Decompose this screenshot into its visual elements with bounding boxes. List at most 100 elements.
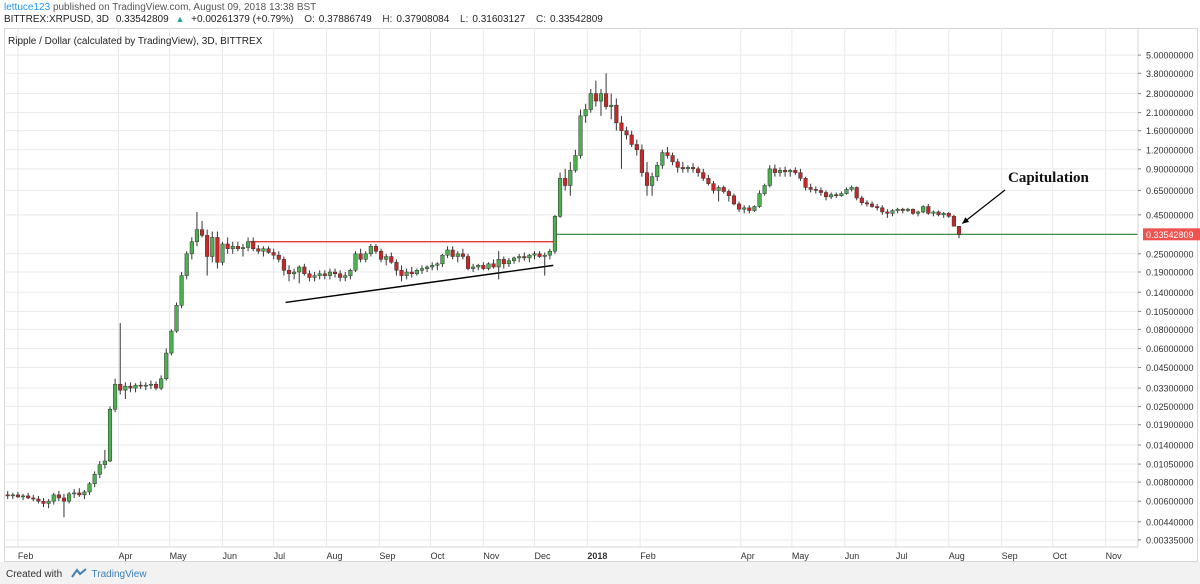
candle-body: [598, 93, 604, 102]
y-tick-label: 0.03300000: [1146, 384, 1194, 394]
candle-body: [634, 144, 639, 151]
candle-body: [726, 191, 731, 196]
y-tick-label: 0.90000000: [1146, 164, 1194, 174]
candle-body: [174, 305, 179, 332]
candle: [61, 493, 67, 518]
candle-body: [440, 254, 445, 265]
candle-body: [61, 497, 67, 502]
candle: [379, 248, 384, 263]
candle: [757, 190, 762, 208]
y-tick-label: 5.00000000: [1146, 51, 1194, 61]
author-link[interactable]: lettuce123: [4, 2, 51, 13]
candle: [348, 268, 353, 280]
candle-body: [956, 225, 962, 235]
candle: [798, 168, 803, 181]
candle-body: [414, 270, 419, 275]
drawing-layer: [249, 233, 1138, 304]
candle: [215, 231, 220, 269]
candle-body: [225, 243, 230, 249]
candle-body: [46, 500, 51, 504]
candle-body: [343, 275, 348, 278]
candle: [849, 185, 854, 192]
candle: [373, 243, 378, 254]
candle: [532, 251, 537, 260]
candle: [731, 193, 737, 206]
candle-body: [808, 187, 813, 190]
candle-body: [123, 385, 128, 391]
candle-body: [10, 494, 15, 497]
candle: [425, 265, 430, 273]
candle-body: [409, 271, 414, 275]
candle-body: [834, 194, 839, 196]
candle: [332, 268, 338, 278]
candle: [210, 231, 215, 263]
x-tick-label: Dec: [534, 551, 551, 561]
candle: [205, 229, 210, 276]
candle: [164, 348, 169, 381]
x-tick-label: Oct: [1053, 551, 1068, 561]
candle: [604, 73, 609, 110]
candle-body: [460, 253, 465, 257]
candle-body: [72, 492, 77, 495]
candle-body: [665, 152, 670, 156]
candle-body: [875, 206, 880, 209]
candle: [327, 268, 332, 280]
candle-body: [404, 271, 409, 276]
candle-body: [302, 266, 307, 275]
candle: [5, 490, 10, 500]
candle-body: [97, 464, 102, 475]
candle-body: [905, 208, 910, 211]
candle-body: [133, 384, 138, 389]
candle: [573, 149, 578, 173]
candle-layer: [5, 73, 962, 518]
candle: [823, 190, 829, 201]
candle-body: [614, 104, 619, 124]
y-tick-label: 0.25000000: [1146, 249, 1194, 259]
close-value: C: 0.33542809: [536, 14, 603, 25]
candle-body: [578, 115, 583, 156]
candle: [834, 192, 839, 198]
candle: [353, 251, 358, 273]
candle-body: [102, 460, 107, 465]
candle-body: [558, 178, 563, 217]
candle-body: [921, 206, 926, 213]
candle: [343, 272, 348, 282]
candle-body: [368, 246, 373, 255]
candle-body: [41, 500, 46, 504]
candle: [118, 323, 123, 395]
candle: [235, 241, 240, 252]
candle-body: [916, 211, 921, 214]
x-tick-label: Sep: [379, 551, 395, 561]
candle: [813, 186, 818, 194]
candle: [742, 205, 747, 214]
candle: [946, 211, 951, 218]
candle-body: [926, 206, 931, 214]
candle-body: [465, 256, 471, 269]
candle: [639, 144, 644, 177]
candle: [762, 183, 767, 196]
candle: [414, 268, 419, 276]
candle: [460, 248, 465, 260]
candle-body: [716, 187, 721, 191]
last-price: 0.33542809: [115, 14, 169, 25]
candle: [143, 382, 148, 391]
price-chart[interactable]: 5.00000000 3.80000000 2.80000000 2.10000000…: [0, 0, 1200, 562]
candle: [496, 251, 501, 280]
x-tick-label: Apr: [119, 551, 133, 561]
symbol-label: BITTREX:XRPUSD, 3D: [4, 14, 110, 25]
candle-body: [235, 246, 240, 249]
x-tick-label: Jul: [896, 551, 908, 561]
x-tick-label: 2018: [587, 551, 607, 561]
candle: [690, 163, 696, 173]
candle-body: [307, 273, 312, 278]
candle: [777, 167, 783, 177]
candle-body: [777, 170, 783, 173]
candle: [409, 266, 414, 278]
tradingview-brand[interactable]: TradingView: [91, 569, 147, 581]
candle: [670, 152, 675, 166]
candle: [910, 208, 916, 215]
candle: [297, 265, 302, 284]
candle-body: [450, 249, 455, 257]
candle: [82, 490, 87, 500]
candle: [767, 165, 772, 188]
